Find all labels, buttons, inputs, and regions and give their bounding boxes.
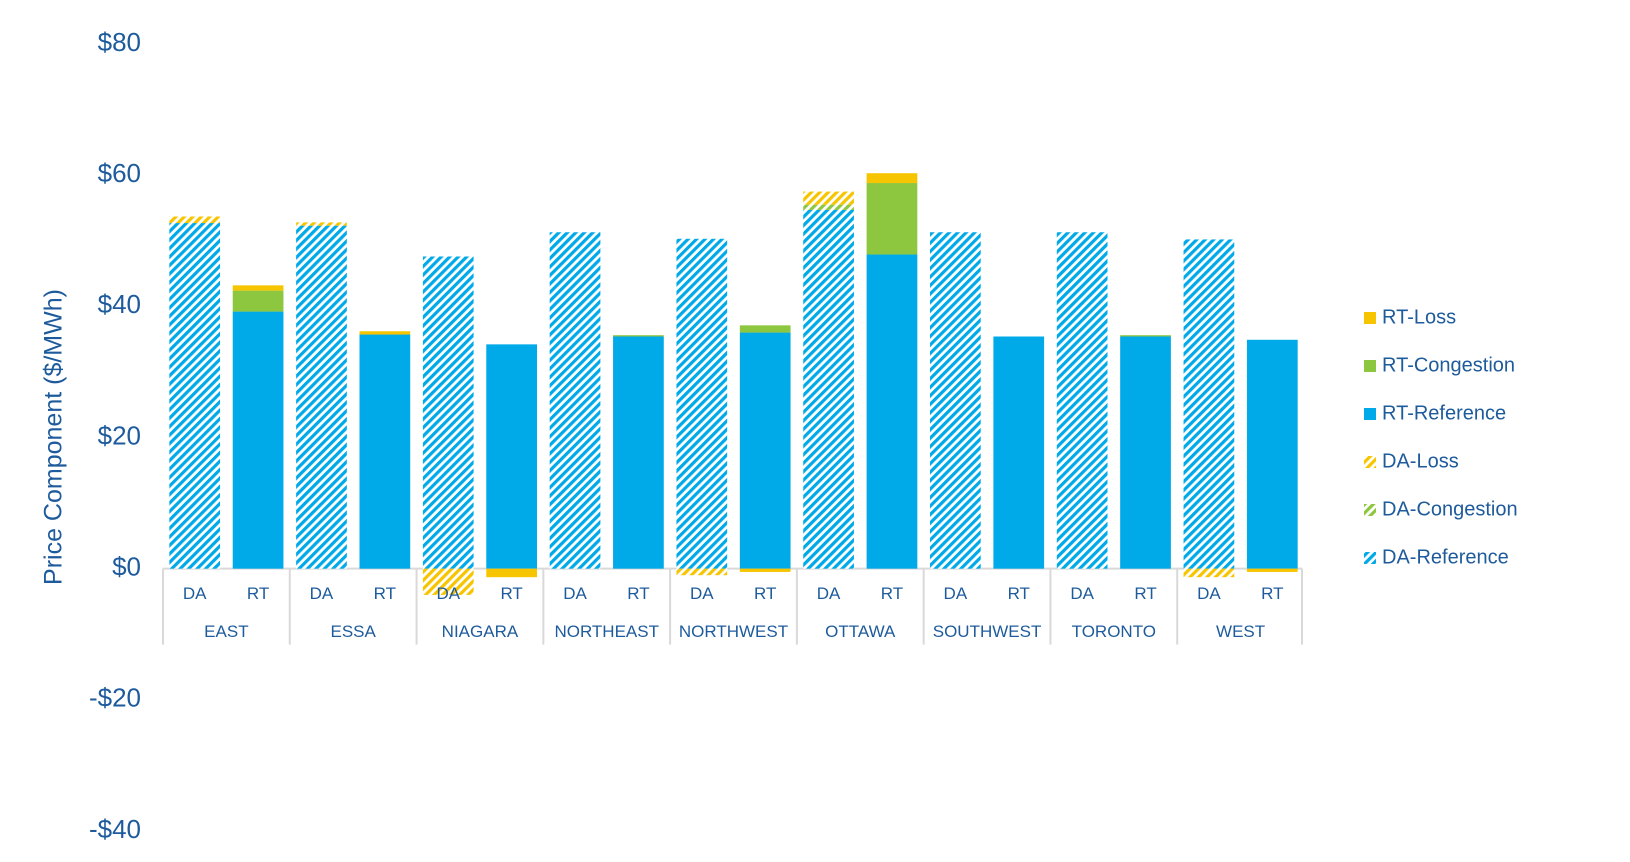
bar-segment — [739, 568, 791, 572]
bar-segment — [676, 238, 728, 569]
x-tick-label: RT — [374, 584, 396, 603]
bar-segment — [422, 568, 474, 595]
bar-segment — [1183, 568, 1235, 578]
x-tick-label: RT — [881, 584, 903, 603]
x-tick-label: DA — [183, 584, 207, 603]
x-tick-label: RT — [500, 584, 522, 603]
group-label: NORTHWEST — [679, 622, 788, 641]
bar-segment — [613, 335, 664, 337]
legend-swatch — [1364, 408, 1376, 420]
x-tick-label: RT — [247, 584, 269, 603]
x-tick-label: DA — [563, 584, 587, 603]
bar-segment — [1246, 339, 1298, 569]
x-tick-label: DA — [436, 584, 460, 603]
x-tick-label: DA — [1197, 584, 1221, 603]
legend-swatch — [1364, 360, 1376, 372]
y-tick-label: $80 — [98, 27, 141, 57]
y-tick-label: $40 — [98, 289, 141, 319]
bar-segment — [739, 332, 791, 569]
bar-segment — [866, 183, 918, 255]
bar-segment — [549, 232, 601, 569]
bar-segment — [359, 331, 411, 335]
bar-segment — [296, 222, 347, 226]
bar-segment — [866, 173, 918, 184]
legend-label: RT-Congestion — [1382, 354, 1515, 376]
bar-segment — [486, 344, 537, 569]
x-tick-label: RT — [754, 584, 776, 603]
y-axis-title: Price Component ($/MWh) — [40, 289, 68, 585]
bar-segment — [296, 225, 347, 569]
group-label: WEST — [1216, 622, 1265, 641]
bar-segment — [1183, 239, 1235, 569]
group-label: OTTAWA — [825, 622, 896, 641]
bar-segment — [803, 191, 854, 205]
bar-segment — [1120, 335, 1171, 337]
group-label: SOUTHWEST — [933, 622, 1042, 641]
x-tick-label: DA — [944, 584, 968, 603]
bar-segment — [803, 209, 854, 569]
y-tick-label: $60 — [98, 158, 141, 188]
bar-segment — [803, 204, 854, 210]
legend-label: RT-Reference — [1382, 402, 1506, 424]
group-label: EAST — [204, 622, 248, 641]
bar-segment — [930, 232, 981, 569]
legend-swatch — [1364, 552, 1376, 564]
x-tick-label: RT — [1261, 584, 1283, 603]
bar-segment — [739, 325, 791, 333]
group-label: ESSA — [330, 622, 376, 641]
bar-segment — [169, 223, 221, 569]
bar-segment — [232, 290, 284, 312]
bar-segment — [993, 336, 1045, 569]
x-tick-label: RT — [1134, 584, 1156, 603]
bar-segment — [866, 254, 918, 569]
legend-label: DA-Congestion — [1382, 498, 1518, 520]
x-tick-label: DA — [310, 584, 334, 603]
group-label: TORONTO — [1072, 622, 1156, 641]
x-tick-label: DA — [1070, 584, 1094, 603]
bar-segment — [613, 336, 664, 569]
legend-swatch — [1364, 456, 1376, 468]
x-tick-label: RT — [1008, 584, 1030, 603]
group-label: NIAGARA — [442, 622, 519, 641]
y-tick-label: -$20 — [89, 683, 141, 713]
group-label: NORTHEAST — [554, 622, 659, 641]
bar-segment — [232, 311, 284, 569]
y-tick-label: -$40 — [89, 814, 141, 844]
legend-label: RT-Loss — [1382, 306, 1456, 328]
bar-segment — [232, 285, 284, 291]
y-tick-label: $20 — [98, 420, 141, 450]
legend-label: DA-Reference — [1382, 546, 1509, 568]
bar-segment — [359, 334, 411, 569]
legend-swatch — [1364, 504, 1376, 516]
bar-segment — [1246, 568, 1298, 572]
x-tick-label: DA — [690, 584, 714, 603]
legend-label: DA-Loss — [1382, 450, 1459, 472]
x-tick-label: DA — [817, 584, 841, 603]
legend-swatch — [1364, 312, 1376, 324]
bar-segment — [169, 216, 221, 224]
x-tick-label: RT — [627, 584, 649, 603]
bar-segment — [676, 568, 728, 576]
bar-segment — [486, 568, 537, 578]
bar-segment — [422, 256, 474, 569]
bar-segment — [1120, 336, 1171, 569]
bar-segment — [1056, 232, 1108, 569]
y-tick-label: $0 — [112, 552, 141, 582]
